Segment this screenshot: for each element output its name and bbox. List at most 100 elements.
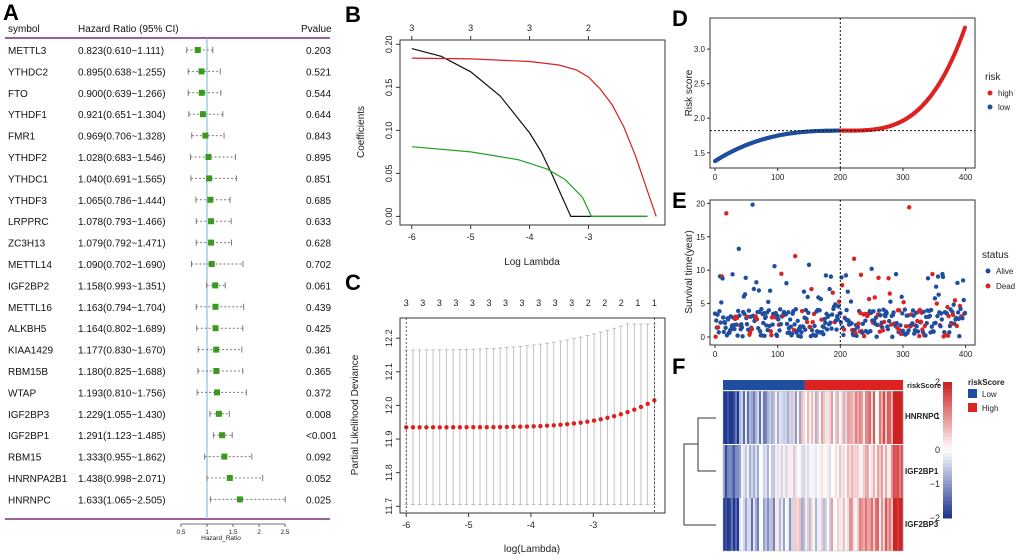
heatmap-cell bbox=[775, 391, 778, 444]
forest-p-value: 0.644 bbox=[306, 110, 331, 121]
heatmap-cell bbox=[827, 445, 830, 498]
survival-point bbox=[775, 313, 780, 319]
heatmap-cell bbox=[795, 445, 798, 498]
forest-p-value: 0.702 bbox=[306, 260, 331, 271]
survival-point bbox=[769, 315, 775, 320]
survival-point bbox=[799, 308, 805, 314]
heatmap-cell bbox=[829, 391, 832, 444]
survival-point bbox=[866, 296, 872, 302]
heatmap-cell bbox=[867, 391, 870, 444]
survival-point bbox=[826, 313, 831, 318]
cv-top-label: 3 bbox=[420, 298, 425, 308]
survival-point bbox=[806, 310, 811, 316]
heatmap-cell bbox=[813, 498, 816, 551]
forest-p-value: 0.439 bbox=[306, 303, 331, 314]
cv-point bbox=[645, 401, 650, 407]
forest-header-hr: Hazard Ratio (95% CI) bbox=[78, 24, 179, 35]
forest-gene-label: YTHDC2 bbox=[8, 67, 48, 78]
survival-point bbox=[962, 310, 968, 316]
survival-point bbox=[737, 313, 742, 318]
survival-point bbox=[809, 328, 815, 333]
survival-point bbox=[759, 306, 764, 312]
survival-point bbox=[954, 323, 960, 329]
heatmap-cell bbox=[745, 445, 748, 498]
heatmap-cell bbox=[887, 445, 890, 498]
survival-point bbox=[874, 334, 879, 339]
heatmap-cell bbox=[857, 445, 860, 498]
heatmap-cell bbox=[853, 498, 856, 551]
survival-point bbox=[795, 318, 800, 324]
survival-point bbox=[955, 280, 960, 286]
survival-point bbox=[823, 320, 828, 325]
heatmap-cell bbox=[751, 391, 754, 444]
heatmap-cell bbox=[817, 391, 820, 444]
forest-gene-label: METTL14 bbox=[8, 260, 52, 271]
heatmap-cell bbox=[737, 445, 740, 498]
cv-point bbox=[585, 419, 590, 424]
heatmap-cell bbox=[859, 445, 862, 498]
survival-point bbox=[946, 313, 951, 319]
survival-point bbox=[907, 205, 912, 210]
risk-y-tick-label: 1.5 bbox=[694, 149, 706, 158]
heatmap-cell bbox=[843, 498, 846, 551]
heatmap-cell bbox=[865, 391, 868, 444]
heatmap-cell bbox=[727, 391, 730, 444]
survival-point bbox=[930, 271, 935, 277]
heatmap-cell bbox=[873, 391, 876, 444]
heatmap-cell bbox=[783, 445, 786, 498]
heatmap-cell bbox=[875, 498, 878, 551]
survival-point bbox=[933, 284, 939, 289]
heatmap-cell bbox=[743, 498, 746, 551]
heatmap-scale-segment bbox=[943, 504, 952, 509]
heatmap-cell bbox=[871, 391, 874, 444]
forest-hr-text: 1.065(0.786~1.444) bbox=[78, 196, 166, 207]
heatmap-cell bbox=[883, 498, 886, 551]
survival-point bbox=[887, 291, 892, 296]
panel-label-a: A bbox=[3, 0, 19, 25]
cv-point bbox=[652, 398, 657, 403]
survival-point bbox=[945, 333, 951, 338]
heatmap-cell bbox=[801, 445, 804, 498]
survival-point bbox=[715, 312, 720, 317]
heatmap-cell bbox=[755, 498, 758, 551]
cv-y-label: Partial Likelihood Deviance bbox=[350, 354, 361, 475]
cv-point bbox=[444, 425, 449, 430]
survival-legend-title: status bbox=[982, 250, 1009, 261]
heatmap-cell bbox=[879, 445, 882, 498]
forest-p-value: 0.843 bbox=[306, 132, 331, 143]
heatmap-cell bbox=[755, 391, 758, 444]
heatmap-cell bbox=[731, 445, 734, 498]
heatmap-cell bbox=[823, 498, 826, 551]
heatmap-cell bbox=[791, 391, 794, 444]
cv-top-label: 3 bbox=[503, 298, 508, 308]
heatmap-row-label-1: IGF2BP1 bbox=[905, 467, 939, 476]
risk-point bbox=[962, 25, 967, 30]
heatmap-cell bbox=[803, 445, 806, 498]
survival-point bbox=[713, 334, 718, 339]
forest-hr-marker bbox=[213, 368, 220, 374]
survival-point bbox=[736, 246, 742, 251]
heatmap-cell bbox=[851, 445, 854, 498]
heatmap-cell bbox=[789, 391, 792, 444]
forest-hr-text: 1.164(0.802~1.689) bbox=[78, 324, 166, 335]
heatmap-cell bbox=[897, 445, 900, 498]
heatmap-cell bbox=[861, 498, 864, 551]
survival-point bbox=[945, 304, 950, 310]
cv-point bbox=[565, 421, 570, 427]
survival-point bbox=[917, 333, 922, 339]
heatmap-cell bbox=[847, 498, 850, 551]
heatmap-cell bbox=[727, 498, 730, 551]
heatmap-cell bbox=[865, 445, 868, 498]
heatmap-cell bbox=[803, 498, 806, 551]
survival-point bbox=[786, 310, 791, 315]
risk-x-tick-label: 200 bbox=[834, 173, 848, 182]
heatmap-cell bbox=[787, 391, 790, 444]
heatmap-cell bbox=[743, 391, 746, 444]
survival-point bbox=[849, 321, 854, 326]
heatmap-cell bbox=[893, 445, 896, 498]
panel-label-d: D bbox=[672, 6, 688, 31]
heatmap-scale-label: 2 bbox=[935, 377, 940, 387]
survival-point bbox=[766, 299, 771, 305]
forest-hr-marker bbox=[205, 154, 212, 160]
cv-point bbox=[437, 425, 442, 430]
